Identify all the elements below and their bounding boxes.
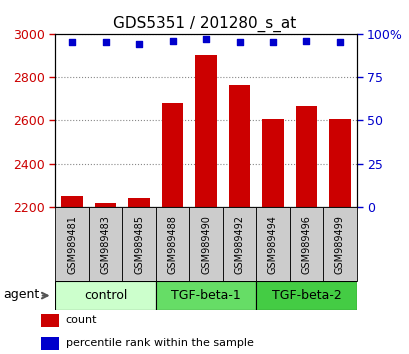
Bar — [94, 203, 116, 207]
Point — [135, 41, 142, 47]
Bar — [256, 281, 356, 310]
Text: GSM989494: GSM989494 — [267, 215, 277, 274]
Point — [236, 40, 242, 45]
Bar — [189, 207, 222, 281]
Point — [69, 40, 75, 45]
Text: control: control — [84, 289, 127, 302]
Bar — [89, 207, 122, 281]
Bar — [256, 207, 289, 281]
Point — [169, 38, 175, 44]
Bar — [261, 119, 283, 207]
Point — [336, 40, 342, 45]
Point — [302, 38, 309, 44]
Text: GSM989485: GSM989485 — [134, 215, 144, 274]
Bar — [289, 207, 322, 281]
Text: GSM989492: GSM989492 — [234, 215, 244, 274]
Bar — [195, 55, 216, 207]
Point — [102, 40, 109, 45]
Text: TGF-beta-1: TGF-beta-1 — [171, 289, 240, 302]
Bar — [61, 196, 83, 207]
Text: agent: agent — [3, 288, 39, 301]
Bar — [128, 198, 150, 207]
Bar — [122, 207, 155, 281]
Text: percentile rank within the sample: percentile rank within the sample — [65, 338, 253, 348]
Bar — [55, 281, 155, 310]
Bar — [228, 85, 250, 207]
Bar — [41, 337, 59, 350]
Bar — [155, 281, 256, 310]
Bar — [222, 207, 256, 281]
Bar — [161, 103, 183, 207]
Bar — [295, 106, 317, 207]
Text: GSM989488: GSM989488 — [167, 215, 177, 274]
Bar — [322, 207, 356, 281]
Bar — [328, 119, 350, 207]
Text: GSM989481: GSM989481 — [67, 215, 77, 274]
Bar — [155, 207, 189, 281]
Text: count: count — [65, 315, 97, 325]
Text: GSM989499: GSM989499 — [334, 215, 344, 274]
Text: GSM989483: GSM989483 — [100, 215, 110, 274]
Point — [202, 36, 209, 42]
Text: TGF-beta-2: TGF-beta-2 — [271, 289, 341, 302]
Point — [269, 40, 276, 45]
Bar — [55, 207, 89, 281]
Text: GSM989490: GSM989490 — [200, 215, 211, 274]
Text: GDS5351 / 201280_s_at: GDS5351 / 201280_s_at — [113, 16, 296, 32]
Bar — [41, 314, 59, 326]
Text: GSM989496: GSM989496 — [301, 215, 311, 274]
